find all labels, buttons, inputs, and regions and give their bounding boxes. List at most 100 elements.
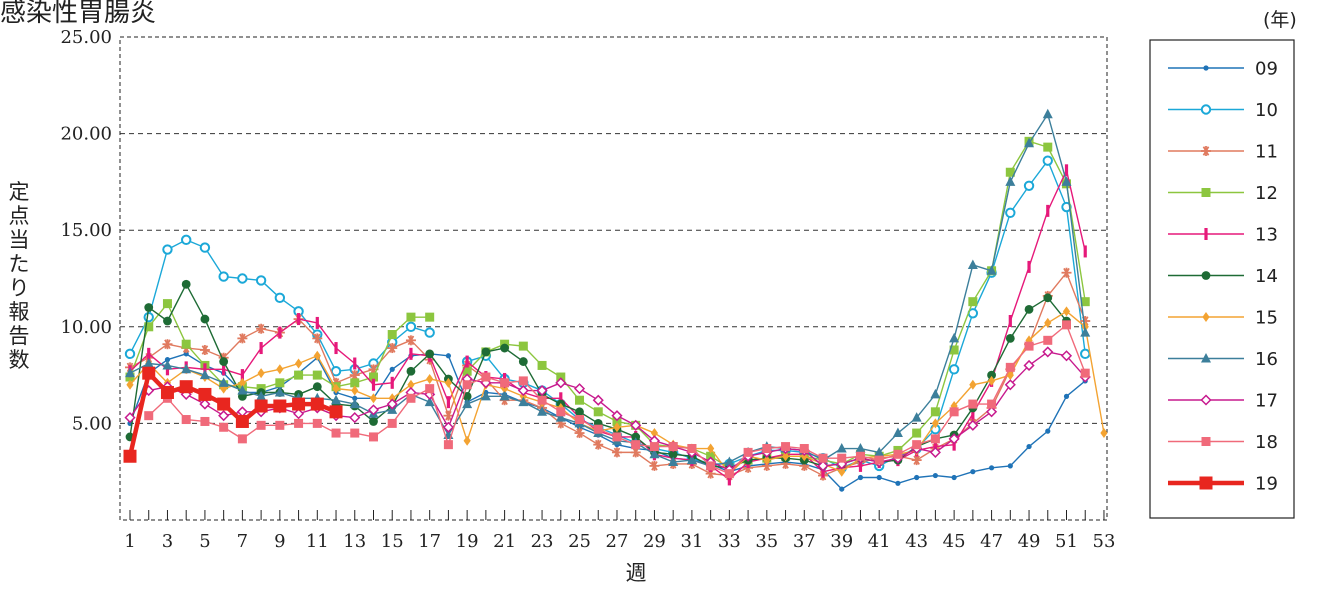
- data-point-18: [781, 442, 791, 452]
- data-point-16: [855, 443, 866, 453]
- x-tick-label: 7: [237, 531, 248, 552]
- data-point-15: [444, 377, 453, 388]
- data-point-14: [200, 314, 210, 324]
- data-point-15: [969, 379, 977, 390]
- x-tick-label: 45: [943, 531, 966, 552]
- y-tick-label: 10.00: [60, 317, 112, 338]
- data-point-10: [237, 273, 248, 284]
- data-point-18: [387, 418, 397, 428]
- data-point-14: [1043, 293, 1053, 303]
- series-line-13: [129, 169, 1086, 481]
- data-point-16: [256, 390, 267, 401]
- legend-item-18: 18: [1168, 432, 1278, 453]
- data-point-14: [406, 366, 416, 376]
- data-point-16: [274, 386, 285, 397]
- data-point-17: [199, 398, 211, 410]
- data-point-12: [368, 372, 378, 382]
- series-12: [125, 136, 1090, 473]
- legend-label: 15: [1255, 308, 1278, 329]
- data-point-15: [238, 377, 246, 388]
- data-point-18: [181, 415, 191, 425]
- y-tick-label: 20.00: [60, 124, 112, 145]
- data-point-11: [611, 447, 622, 458]
- data-point-18: [275, 420, 285, 430]
- legend-item-16: 16: [1168, 349, 1278, 370]
- data-point-15: [388, 393, 396, 404]
- data-point-18: [1043, 335, 1053, 345]
- y-axis-label-char: 告: [9, 324, 30, 348]
- data-point-17: [817, 460, 829, 472]
- x-axis-label: 週: [626, 561, 647, 585]
- data-point-13: [446, 396, 451, 409]
- data-point-12: [1080, 297, 1090, 307]
- data-point-13: [390, 376, 394, 389]
- data-point-11: [443, 410, 454, 421]
- data-point-14: [668, 449, 678, 459]
- data-point-12: [1005, 167, 1015, 177]
- data-point-16: [686, 454, 697, 465]
- legend-item-19: 19: [1168, 474, 1278, 495]
- x-tick-label: 51: [1055, 531, 1078, 552]
- data-point-16: [331, 394, 342, 405]
- y-axis-label-char: り: [9, 276, 30, 300]
- data-point-13: [222, 363, 226, 376]
- data-point-18: [799, 444, 809, 454]
- data-point-12: [518, 341, 528, 351]
- data-point-19: [123, 449, 137, 463]
- data-point-17: [218, 410, 230, 422]
- data-point-11: [387, 343, 398, 354]
- data-point-10: [218, 271, 229, 282]
- data-point-13: [147, 347, 151, 360]
- legend-item-15: 15: [1168, 308, 1278, 329]
- data-point-13: [858, 459, 863, 472]
- legend-label: 13: [1255, 225, 1278, 246]
- data-point-19: [273, 399, 287, 413]
- data-point-13: [371, 378, 376, 391]
- data-point-19: [217, 397, 231, 411]
- data-point-16: [1024, 137, 1035, 148]
- data-point-09: [876, 474, 882, 481]
- data-point-19: [254, 399, 268, 413]
- data-point-10: [424, 327, 435, 338]
- data-point-16: [874, 446, 885, 457]
- data-point-18: [1005, 362, 1015, 372]
- data-point-13: [559, 392, 563, 405]
- data-point-16: [724, 456, 735, 467]
- data-point-18: [406, 393, 416, 403]
- data-point-13: [278, 326, 282, 339]
- data-point-14: [987, 370, 996, 380]
- data-point-13: [465, 355, 469, 368]
- legend-label: 14: [1255, 266, 1278, 287]
- legend-swatch-marker: [1202, 312, 1210, 322]
- data-point-16: [218, 377, 229, 387]
- data-point-16: [125, 367, 135, 378]
- data-point-17: [929, 446, 941, 458]
- data-point-13: [1027, 260, 1031, 273]
- data-point-17: [1023, 359, 1035, 372]
- y-tick-label: 5.00: [72, 413, 112, 434]
- x-tick-label: 13: [343, 531, 366, 552]
- data-point-16: [349, 398, 360, 409]
- data-point-15: [276, 364, 284, 375]
- data-point-15: [294, 358, 303, 369]
- data-point-11: [649, 460, 660, 471]
- data-point-13: [409, 347, 413, 360]
- data-point-17: [573, 383, 586, 395]
- legend-label: 10: [1255, 100, 1278, 121]
- data-point-13: [971, 407, 975, 420]
- data-point-15: [613, 422, 621, 433]
- data-point-09: [1045, 428, 1051, 434]
- x-tick-label: 9: [274, 531, 285, 552]
- data-point-15: [1006, 370, 1014, 381]
- legend-unit-label: (年): [1263, 9, 1297, 31]
- data-point-14: [518, 357, 528, 366]
- x-tick-label: 37: [793, 531, 816, 552]
- data-point-12: [312, 370, 322, 380]
- data-point-09: [1026, 443, 1032, 450]
- data-point-09: [857, 474, 864, 481]
- data-point-18: [874, 455, 884, 465]
- data-point-16: [424, 396, 435, 407]
- data-point-13: [727, 473, 731, 486]
- data-point-19: [179, 380, 193, 394]
